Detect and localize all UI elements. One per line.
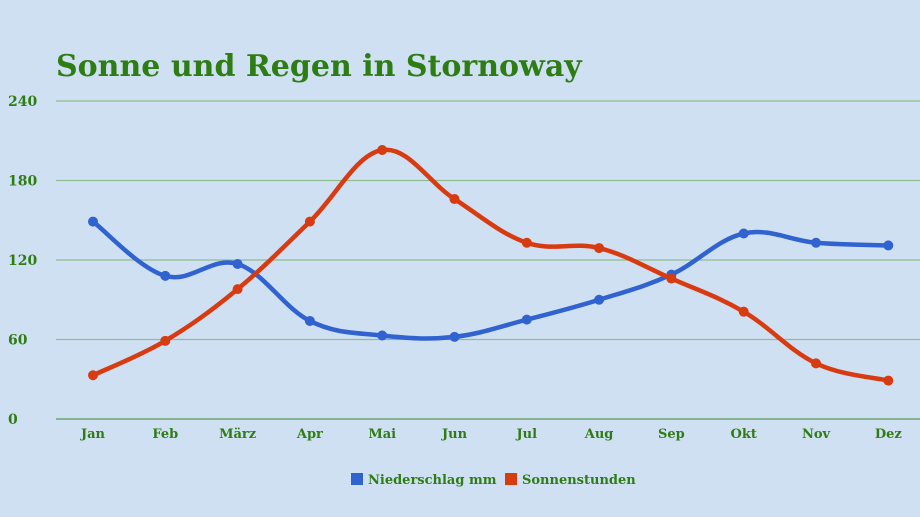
data-point	[304, 315, 315, 326]
data-point	[594, 243, 605, 254]
y-tick-label: 60	[8, 333, 28, 349]
data-point	[88, 216, 98, 227]
legend-label: Sonnenstunden	[522, 473, 636, 488]
y-axis-ticks: 0 60 120 180 240	[8, 94, 37, 428]
data-point	[449, 194, 460, 205]
data-point	[160, 335, 171, 346]
series	[88, 145, 894, 386]
data-point	[232, 284, 243, 295]
data-point	[88, 370, 98, 381]
data-point	[521, 314, 532, 325]
data-point	[377, 145, 388, 156]
y-tick-label: 0	[8, 412, 18, 428]
series-1	[88, 216, 894, 342]
x-tick-label: Apr	[296, 427, 323, 442]
x-tick-label: Jul	[516, 427, 538, 442]
legend: Niederschlag mm Sonnenstunden	[351, 473, 636, 488]
data-point	[811, 358, 821, 369]
legend-swatch	[505, 473, 517, 485]
data-point	[232, 258, 243, 269]
data-point	[521, 237, 532, 248]
x-tick-label: Dez	[875, 427, 902, 442]
gridlines	[56, 100, 920, 420]
x-tick-label: Sep	[658, 427, 685, 442]
x-tick-label: Jan	[80, 427, 106, 442]
data-point	[304, 216, 315, 227]
x-axis-ticks: Jan Feb März Apr Mai Jun Jul Aug Sep Okt Nov Dez	[80, 427, 902, 442]
x-tick-label: Jun	[441, 427, 468, 442]
x-tick-label: März	[219, 427, 256, 442]
data-point	[738, 306, 749, 317]
data-point	[377, 330, 388, 341]
x-tick-label: Feb	[152, 427, 178, 442]
data-point	[594, 294, 605, 305]
series-2	[88, 145, 894, 386]
y-tick-label: 240	[8, 94, 37, 110]
y-tick-label: 120	[8, 253, 37, 269]
x-tick-label: Mai	[368, 427, 396, 442]
chart-title: Sonne und Regen in Stornoway	[56, 49, 583, 84]
data-point	[811, 237, 821, 248]
x-tick-label: Aug	[584, 427, 614, 442]
legend-label: Niederschlag mm	[368, 473, 497, 488]
y-tick-label: 180	[8, 174, 37, 190]
series-line	[90, 147, 891, 383]
series-line	[90, 219, 891, 341]
data-point	[449, 331, 460, 342]
legend-swatch	[351, 473, 363, 485]
data-point	[666, 273, 677, 284]
data-point	[883, 240, 894, 251]
data-point	[738, 228, 749, 239]
x-tick-label: Nov	[802, 427, 831, 442]
x-tick-label: Okt	[731, 427, 757, 442]
data-point	[160, 270, 171, 281]
data-point	[883, 375, 894, 386]
